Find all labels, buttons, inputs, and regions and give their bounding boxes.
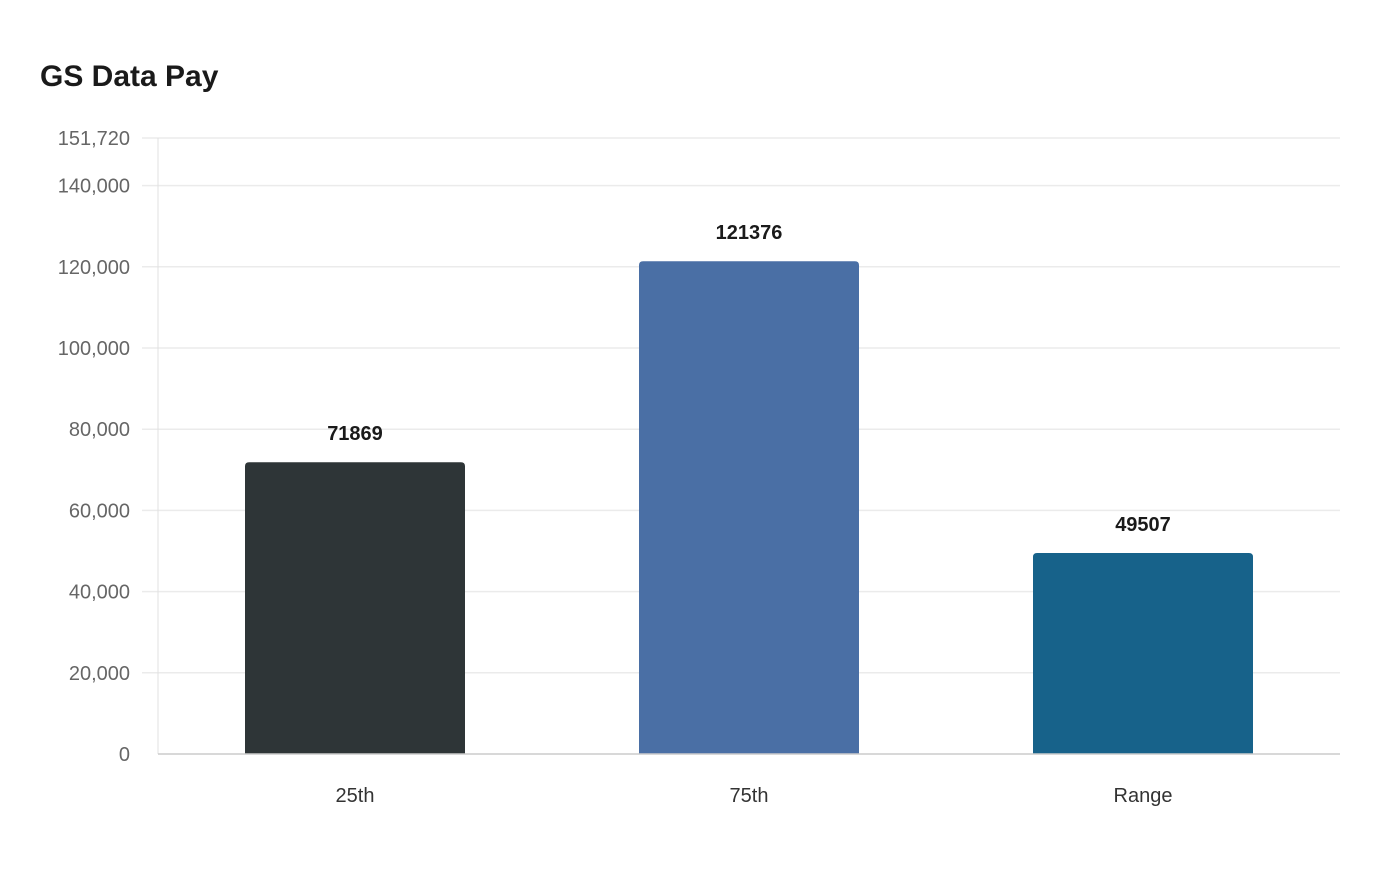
x-tick-label: 75th	[730, 785, 769, 807]
bar-75th	[639, 261, 859, 754]
y-tick-label: 100,000	[58, 338, 130, 360]
data-label: 121376	[716, 222, 783, 244]
y-tick-label: 20,000	[69, 663, 130, 685]
y-tick-label: 40,000	[69, 582, 130, 604]
y-tick-label: 0	[119, 744, 130, 766]
x-tick-label: Range	[1114, 785, 1173, 807]
bar-range	[1033, 552, 1253, 754]
y-tick-label: 120,000	[58, 257, 130, 279]
y-tick-label: 60,000	[69, 500, 130, 522]
chart-title: GS Data Pay	[40, 60, 219, 93]
y-tick-label: 80,000	[69, 419, 130, 441]
data-label: 49507	[1115, 514, 1171, 536]
bar-25th	[245, 462, 465, 754]
y-tick-label: 151,720	[58, 128, 130, 150]
x-tick-label: 25th	[336, 785, 375, 807]
data-label: 71869	[327, 423, 383, 445]
y-tick-label: 140,000	[58, 176, 130, 198]
